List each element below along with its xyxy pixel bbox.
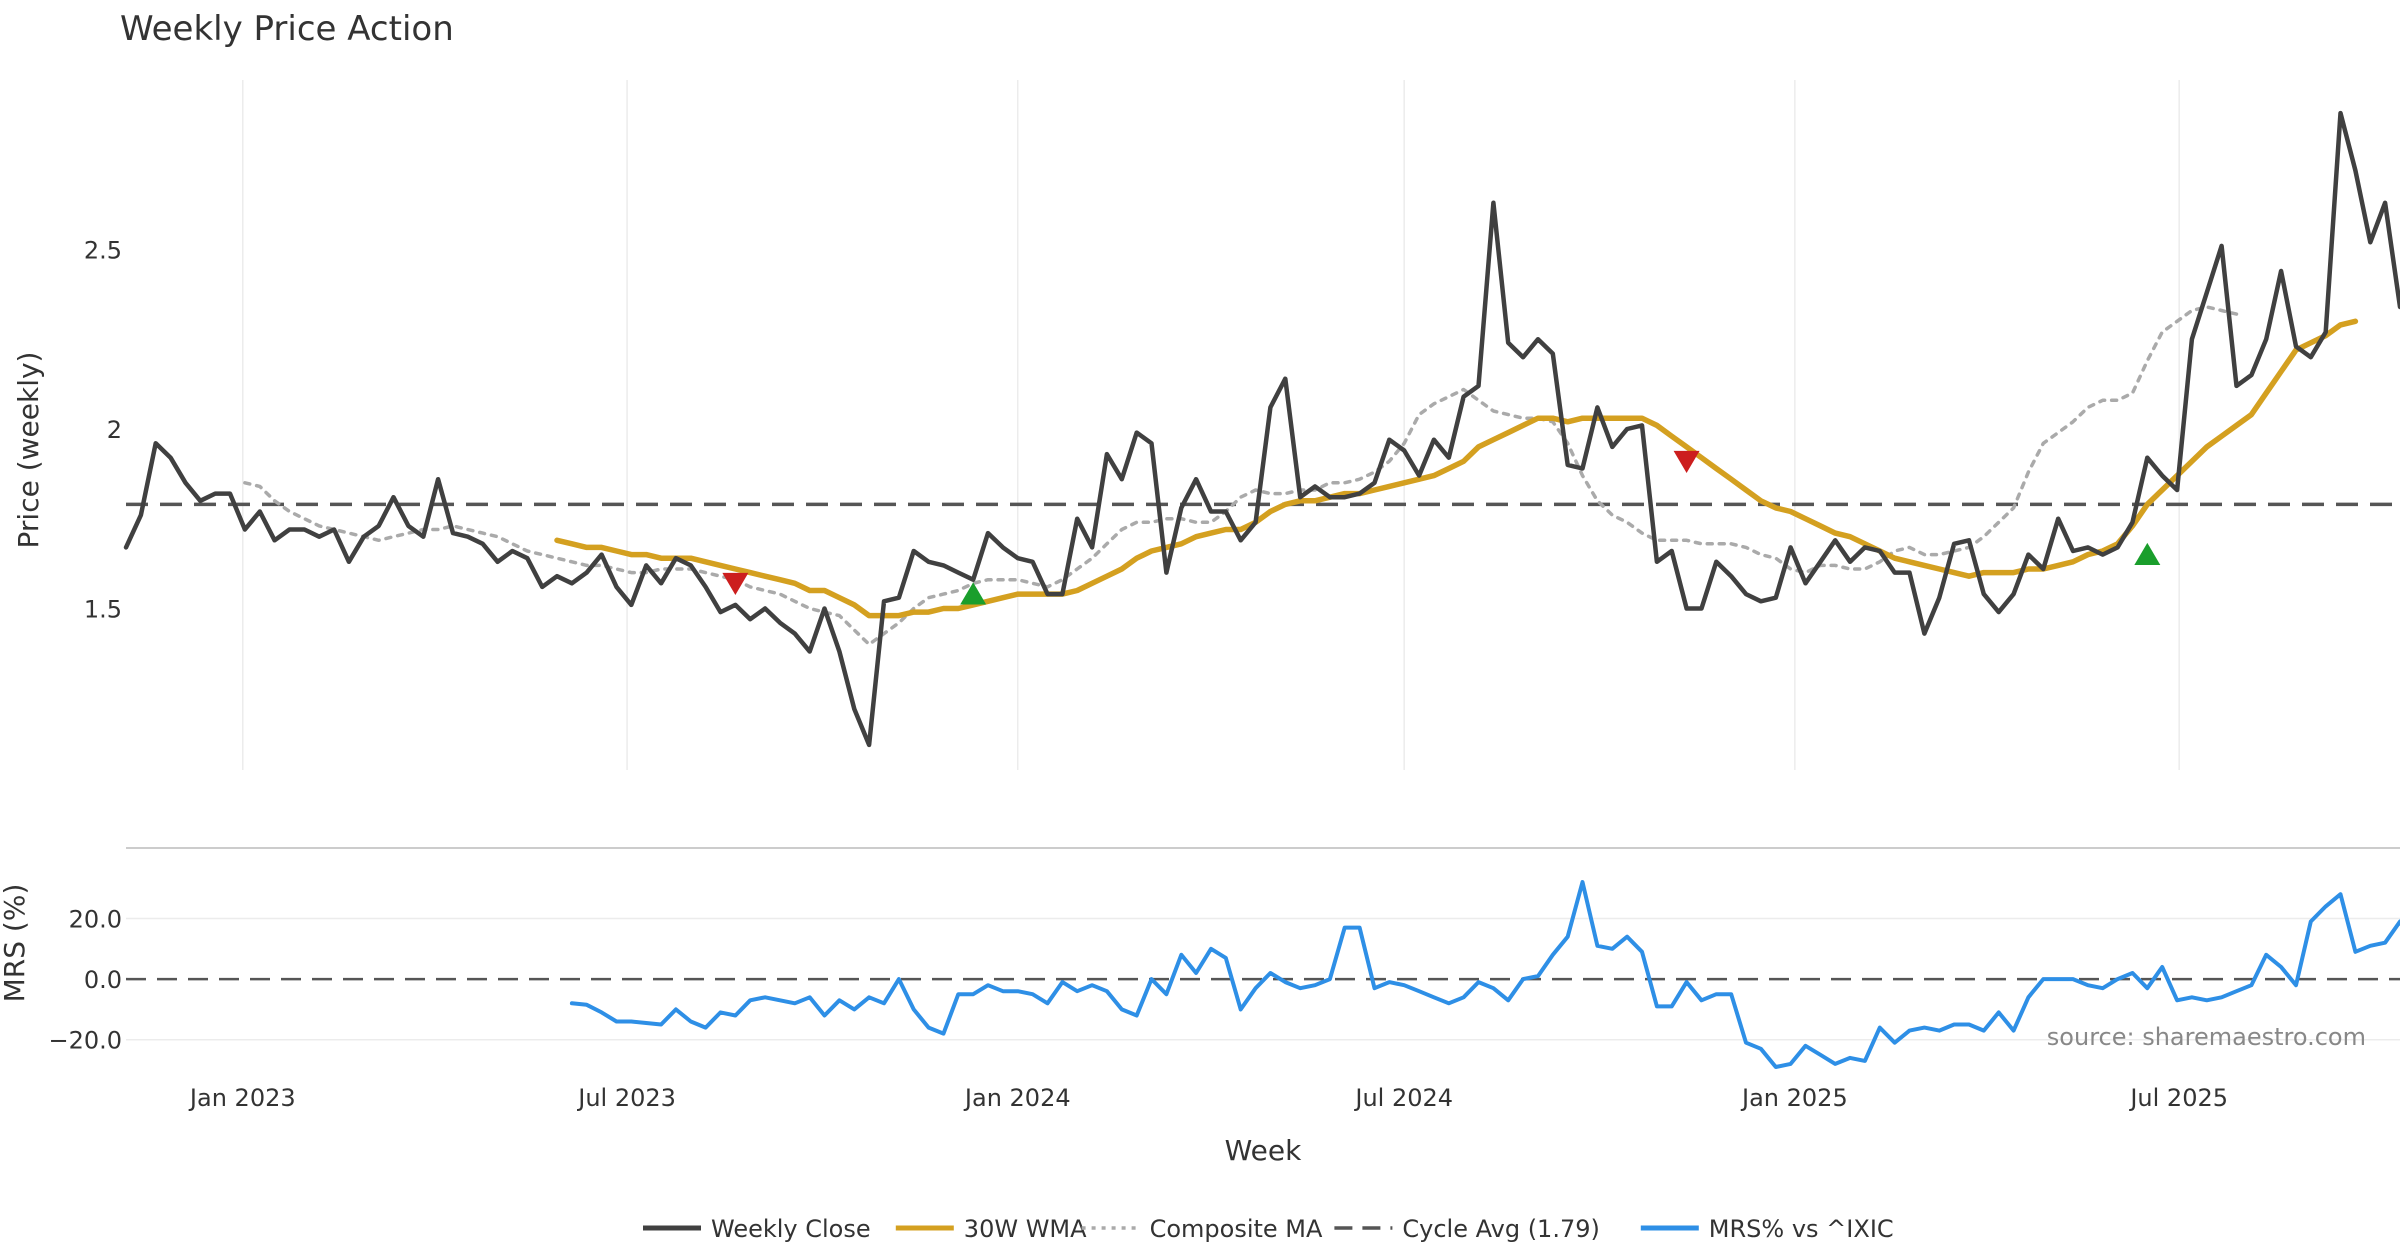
x-tick-label: Jul 2023 <box>576 1084 676 1112</box>
price-grid <box>242 80 2180 770</box>
price-y-tick-label: 2.5 <box>84 236 122 264</box>
price-panel: 1.5 2 2.5 Price (weekly) <box>12 80 2400 770</box>
signal-markers <box>722 450 2161 605</box>
mrs-grid <box>126 917 2400 1041</box>
chart-title: Weekly Price Action <box>120 9 454 49</box>
price-y-tick-label: 2 <box>107 416 122 444</box>
legend-label: MRS% vs ^IXIC <box>1709 1215 1894 1243</box>
chart-legend: Weekly Close 30W WMA Composite MA Cycle Avg… <box>643 1215 1894 1243</box>
sell-signal-marker <box>722 572 749 596</box>
series-line-30w-wma <box>554 318 2359 619</box>
x-tick-label: Jul 2025 <box>2128 1084 2228 1112</box>
buy-signal-marker <box>2134 542 2161 566</box>
legend-label: Weekly Close <box>711 1215 871 1243</box>
mrs-series-group <box>569 880 2400 1069</box>
source-note: source: sharemaestro.com <box>2047 1023 2366 1051</box>
buy-signal-marker <box>960 582 987 605</box>
series-line-composite-ma <box>243 305 2239 647</box>
mrs-y-tick-label: 0.0 <box>84 966 122 994</box>
legend-label: Composite MA <box>1150 1215 1323 1243</box>
x-tick-label: Jan 2025 <box>1740 1084 1848 1112</box>
price-series-group <box>123 110 2400 748</box>
mrs-y-ticks: −20.0 0.0 20.0 <box>48 905 122 1054</box>
mrs-y-tick-label: −20.0 <box>48 1027 122 1055</box>
mrs-panel: −20.0 0.0 20.0 MRS (%) source: sharemaestr… <box>0 880 2400 1069</box>
mrs-y-axis-label: MRS (%) <box>0 884 31 1003</box>
price-y-axis-label: Price (weekly) <box>12 352 45 549</box>
sell-signal-marker <box>1673 450 1700 473</box>
series-line-mrs <box>569 880 2400 1069</box>
price-y-ticks: 1.5 2 2.5 <box>84 236 122 623</box>
legend-label: Cycle Avg (1.79) <box>1402 1215 1599 1243</box>
x-tick-label: Jan 2023 <box>188 1084 296 1112</box>
x-tick-label: Jan 2024 <box>963 1084 1071 1112</box>
price-y-tick-label: 1.5 <box>84 595 122 623</box>
x-tick-labels: Jan 2023 Jul 2023 Jan 2024 Jul 2024 Jan 2025… <box>188 1084 2228 1112</box>
x-axis-label: Week <box>1225 1134 1302 1167</box>
legend-label: 30W WMA <box>964 1215 1087 1243</box>
mrs-y-tick-label: 20.0 <box>69 905 122 933</box>
x-tick-label: Jul 2024 <box>1353 1084 1453 1112</box>
series-line-weekly-close <box>123 110 2400 748</box>
